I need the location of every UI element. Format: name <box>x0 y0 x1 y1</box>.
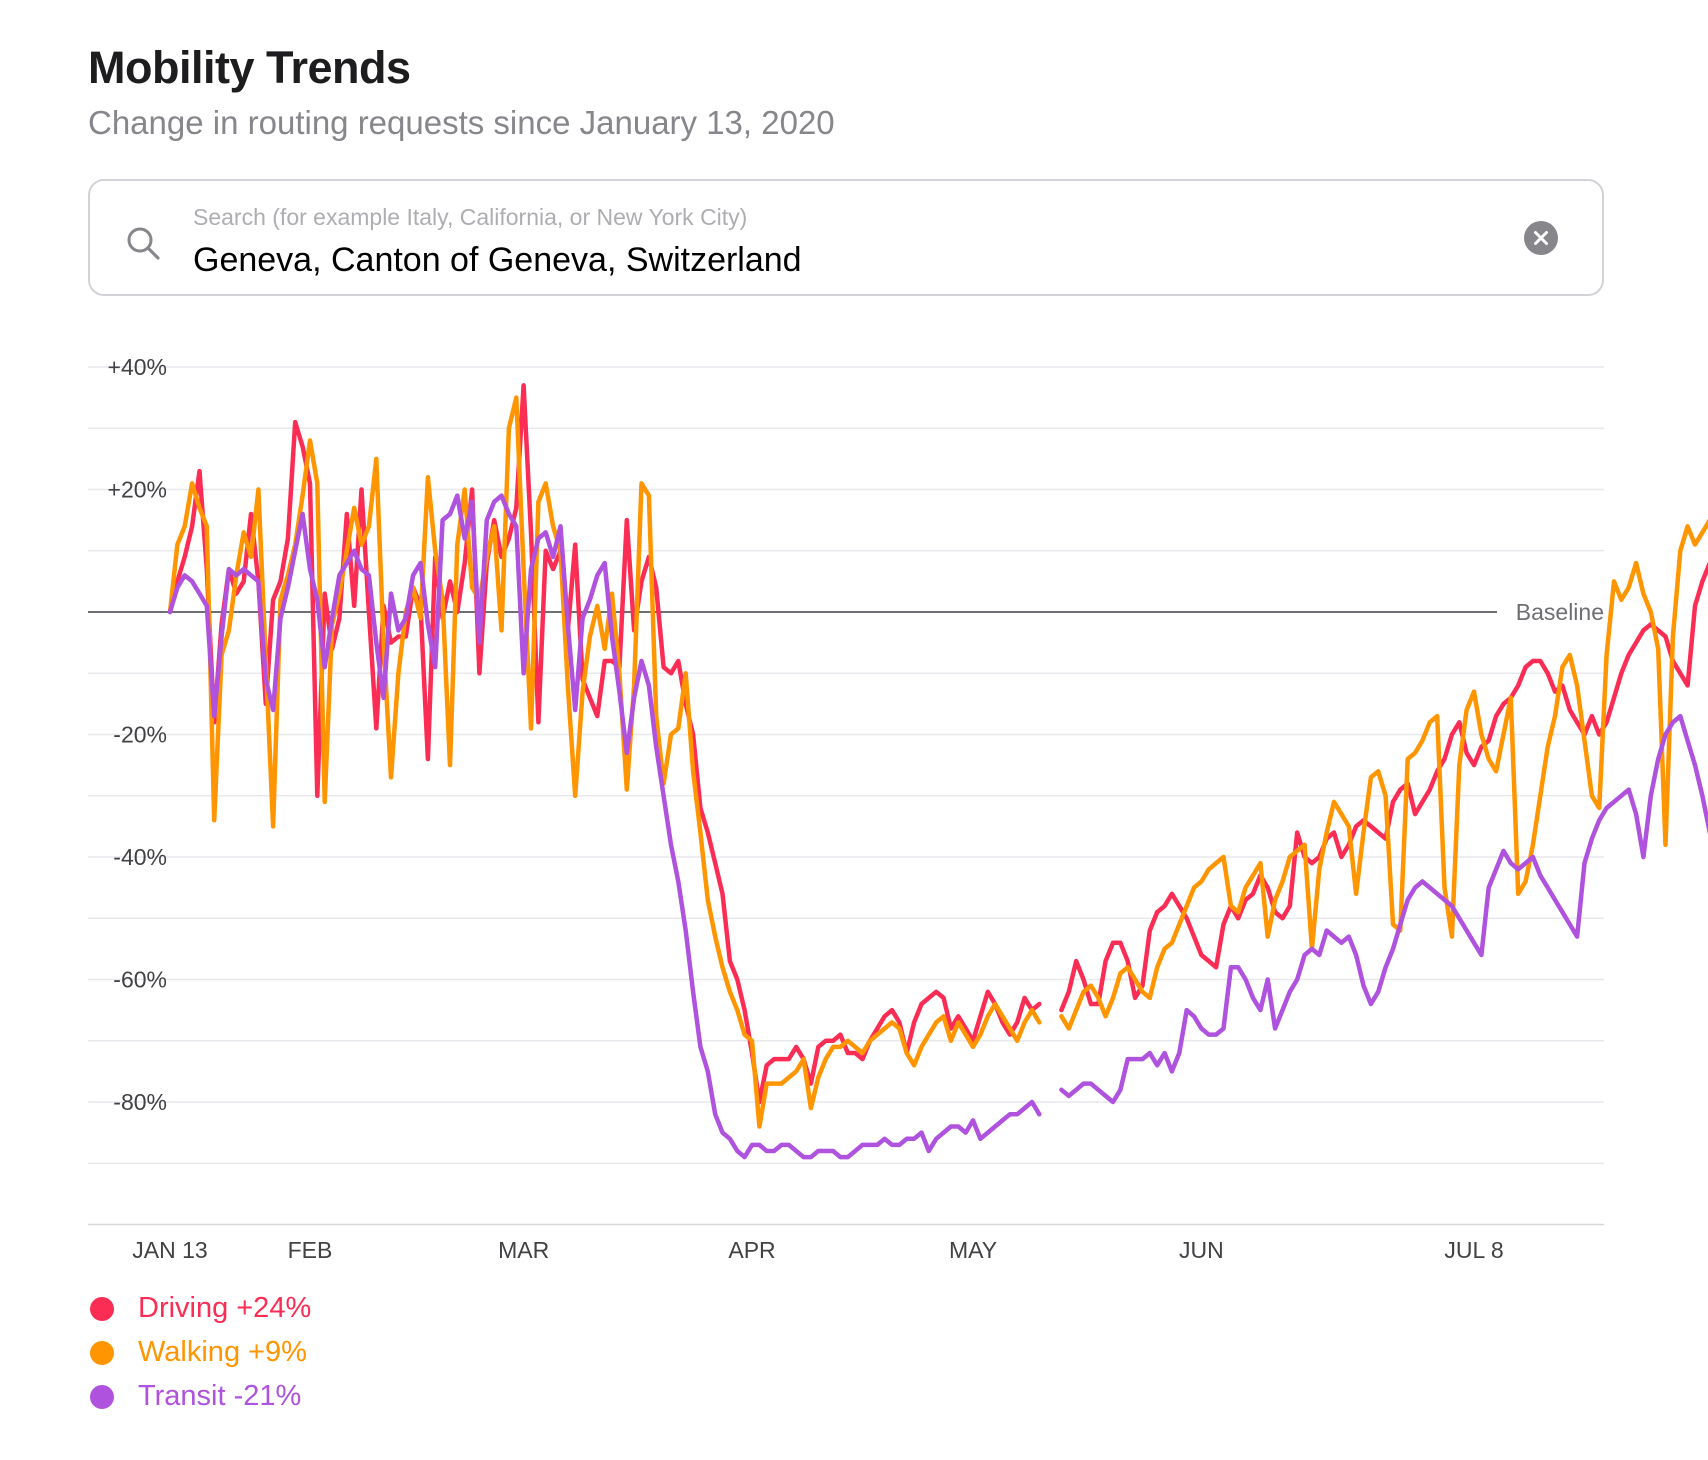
legend-label-transit: Transit <box>138 1380 226 1412</box>
search-box[interactable]: Search (for example Italy, California, o… <box>88 179 1604 296</box>
legend-label-walking: Walking <box>138 1336 241 1368</box>
legend-dot-walking <box>90 1341 114 1365</box>
page-title: Mobility Trends <box>88 42 411 93</box>
series-line-walking <box>1059 518 1708 1031</box>
y-tick-label: -80% <box>113 1089 167 1115</box>
x-tick-label: MAY <box>949 1237 997 1263</box>
baseline-label: Baseline <box>1516 599 1604 625</box>
series-line-transit <box>167 493 1042 1160</box>
y-tick-label: -60% <box>113 967 167 993</box>
series-line-transit <box>1059 713 1708 1105</box>
mobility-chart: Baseline +40% +20% -20% -40% -60% -80% JAN 13 FE… <box>88 354 1708 1263</box>
y-tick-label: +20% <box>108 477 167 503</box>
series-line-driving <box>167 383 1042 1105</box>
clear-search-button[interactable] <box>1524 221 1558 255</box>
y-tick-label: -20% <box>113 722 167 748</box>
search-input[interactable] <box>193 241 1393 280</box>
legend-dot-driving <box>90 1297 114 1321</box>
legend-dot-transit <box>90 1385 114 1409</box>
legend-value-driving: +24% <box>236 1292 312 1324</box>
x-tick-label: APR <box>728 1237 775 1263</box>
x-tick-label: JUL 8 <box>1444 1237 1503 1263</box>
series-line-driving <box>1059 561 1708 1013</box>
legend-label-driving: Driving <box>138 1292 229 1324</box>
x-tick-label: JUN <box>1179 1237 1224 1263</box>
x-tick-label: FEB <box>288 1237 333 1263</box>
y-tick-label: -40% <box>113 844 167 870</box>
legend-value-walking: +9% <box>248 1336 307 1368</box>
series-line-walking <box>167 395 1042 1129</box>
legend-value-transit: -21% <box>233 1380 302 1412</box>
x-tick-label: JAN 13 <box>132 1237 207 1263</box>
y-tick-label: +40% <box>108 354 167 380</box>
search-icon <box>127 227 160 260</box>
close-icon <box>1534 231 1548 245</box>
search-placeholder: Search (for example Italy, California, o… <box>193 204 748 230</box>
x-tick-label: MAR <box>498 1237 549 1263</box>
page-subtitle: Change in routing requests since January… <box>88 104 835 141</box>
